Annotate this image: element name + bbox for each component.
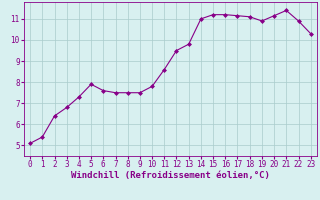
X-axis label: Windchill (Refroidissement éolien,°C): Windchill (Refroidissement éolien,°C) [71, 171, 270, 180]
